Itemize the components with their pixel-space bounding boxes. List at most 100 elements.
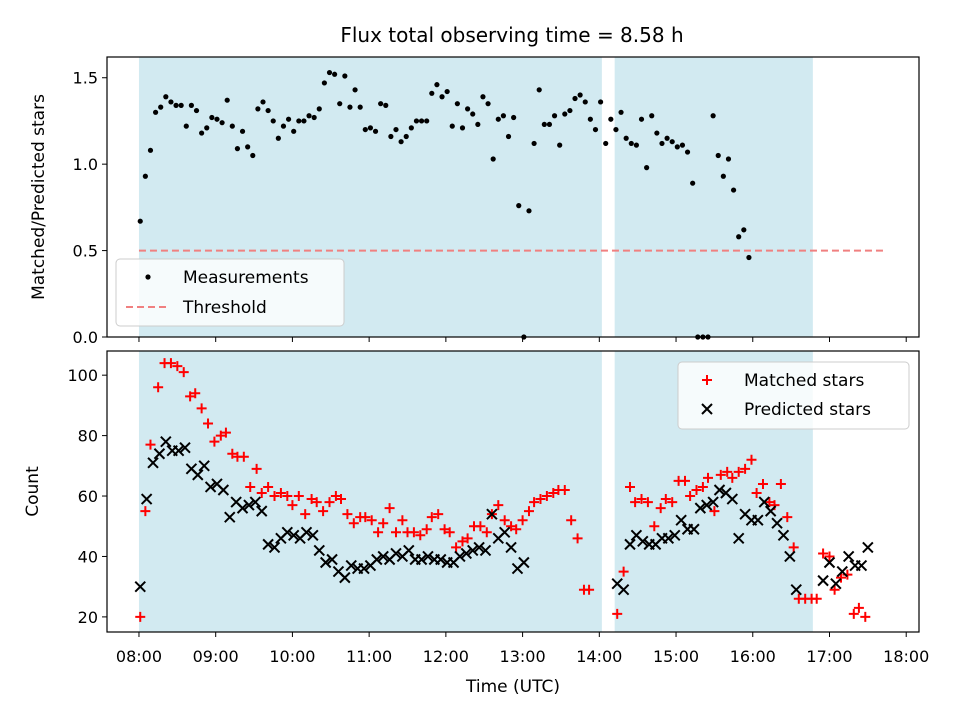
measurements-point-68	[485, 101, 491, 107]
measurements-point-26	[270, 118, 276, 124]
matched-stars-point-87	[685, 491, 696, 502]
matched-stars-point-17	[238, 451, 249, 462]
measurements-point-74	[516, 203, 522, 209]
top-panel: 0.0 0.5 1.0 1.5 Matched/Predicted stars Measu…	[29, 56, 920, 347]
matched-stars-point-3	[153, 382, 164, 393]
matched-stars-point-111	[829, 584, 840, 595]
measurements-point-9	[183, 123, 189, 129]
measurements-point-47	[378, 101, 384, 107]
measurements-point-90	[597, 99, 604, 105]
matched-stars-point-96	[740, 463, 751, 474]
measurements-point-105	[674, 144, 680, 150]
predicted-stars-point-29	[319, 556, 332, 569]
matched-stars-point-45	[408, 527, 419, 538]
measurements-point-35	[316, 106, 322, 112]
measurements-point-39	[337, 101, 343, 107]
measurements-point-89	[592, 126, 599, 133]
measurements-point-23	[255, 106, 261, 112]
predicted-stars-point-62	[617, 583, 630, 596]
shaded-interval-2	[614, 57, 813, 337]
measurements-point-16	[219, 120, 225, 126]
predicted-stars-point-40	[390, 547, 402, 560]
measurements-point-17	[224, 97, 230, 103]
measurements-point-61	[449, 123, 455, 129]
x-tick-label-7: 15:00	[653, 647, 699, 666]
matched-stars-point-48	[426, 512, 437, 523]
predicted-stars-point-16	[236, 502, 249, 514]
predicted-stars-point-47	[435, 553, 447, 566]
measurements-point-15	[214, 116, 220, 122]
predicted-stars-point-42	[403, 544, 415, 557]
predicted-stars-point-38	[377, 550, 389, 563]
measurements-point-44	[362, 126, 368, 133]
predicted-stars-point-20	[262, 538, 274, 551]
matched-stars-point-59	[493, 500, 504, 511]
predicted-stars-point-87	[777, 529, 790, 542]
predicted-stars-point-6	[172, 445, 185, 457]
matched-stars-point-72	[572, 533, 583, 544]
measurements-point-3	[152, 109, 159, 115]
matched-stars-point-81	[649, 521, 660, 532]
axes-frame	[106, 56, 920, 338]
measurements-point-114	[720, 173, 726, 179]
matched-stars-point-6	[172, 361, 183, 372]
predicted-stars-point-57	[498, 526, 511, 538]
predicted-stars-point-26	[300, 526, 313, 538]
matched-stars-point-80	[642, 497, 653, 508]
measurements-point-117	[736, 234, 742, 240]
matched-stars-point-110	[824, 551, 835, 562]
measurements-point-29	[285, 116, 292, 122]
matched-stars-point-49	[433, 509, 444, 520]
matched-stars-point-99	[757, 478, 768, 489]
matched-stars-point-52	[451, 542, 462, 553]
matched-stars-point-50	[439, 524, 450, 535]
measurements-point-7	[173, 102, 179, 108]
predicted-stars-point-23	[281, 526, 294, 538]
matched-stars-point-100	[764, 497, 775, 508]
measurements-point-59	[439, 94, 445, 100]
x-tick-label-9: 17:00	[806, 647, 852, 666]
matched-stars-point-54	[462, 533, 473, 544]
measurements-point-18	[229, 123, 235, 129]
y-tick-label-1: 0.5	[73, 242, 98, 261]
y-tick-label-0: 0.0	[73, 328, 98, 347]
matched-stars-point-8	[185, 391, 196, 402]
measurements-point-58	[434, 82, 440, 88]
measurements-point-48	[383, 102, 389, 108]
matched-stars-point-15	[227, 448, 238, 459]
matched-stars-point-19	[251, 463, 262, 474]
predicted-stars-point-7	[179, 441, 191, 454]
measurements-point-79	[541, 121, 547, 128]
predicted-stars-point-75	[701, 499, 713, 511]
predicted-stars-point-4	[160, 435, 172, 448]
measurements-point-14	[209, 114, 215, 121]
matched-stars-point-39	[373, 527, 384, 538]
measurements-point-19	[234, 146, 241, 152]
matched-stars-point-89	[697, 481, 708, 492]
matched-stars-point-83	[660, 494, 671, 505]
measurements-point-69	[490, 156, 496, 162]
legend-label-measurements: Measurements	[183, 268, 309, 288]
predicted-stars-point-1	[140, 493, 153, 505]
predicted-stars-point-71	[675, 514, 687, 526]
matched-stars-point-75	[612, 608, 623, 619]
matched-stars-point-5	[165, 358, 176, 369]
measurements-point-51	[398, 139, 404, 145]
predicted-stars-point-9	[192, 469, 204, 481]
matched-stars-point-20	[256, 488, 267, 499]
measurements-point-116	[730, 187, 737, 193]
measurements-point-112	[710, 113, 716, 119]
measurements-point-21	[245, 144, 251, 150]
measurements-point-42	[352, 87, 358, 93]
matched-stars-point-12	[209, 436, 220, 447]
legend: Measurements Threshold	[115, 258, 345, 327]
measurements-point-36	[321, 80, 327, 86]
measurements-point-77	[531, 140, 537, 147]
matched-stars-point-1	[140, 506, 151, 517]
predicted-stars-point-89	[790, 583, 802, 596]
measurements-point-78	[536, 87, 542, 93]
measurements-point-73	[511, 114, 517, 121]
matched-stars-point-18	[245, 481, 256, 492]
measurements-point-4	[158, 104, 164, 110]
matched-stars-point-112	[835, 572, 846, 583]
